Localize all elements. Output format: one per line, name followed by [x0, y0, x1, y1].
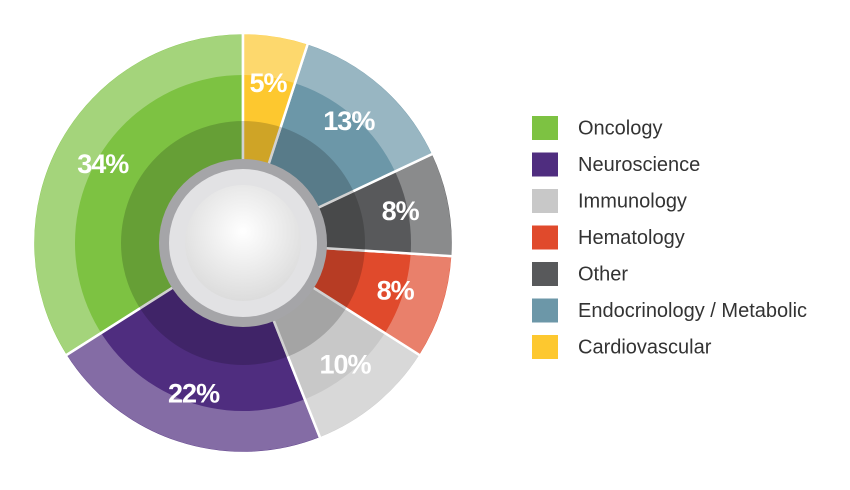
legend-label: Endocrinology / Metabolic [578, 300, 807, 322]
legend-swatch [532, 116, 558, 140]
value-label: 13% [323, 106, 375, 136]
value-label: 22% [168, 378, 220, 408]
legend-label: Cardiovascular [578, 336, 712, 358]
legend-swatch [532, 189, 558, 213]
legend-swatch [532, 225, 558, 250]
legend-label: Neuroscience [578, 154, 700, 176]
value-label: 5% [250, 68, 288, 98]
legend-label: Oncology [578, 117, 663, 139]
legend-swatch [532, 152, 558, 177]
legend-swatch [532, 262, 558, 286]
legend-swatch [532, 298, 558, 323]
legend-swatch [532, 335, 558, 359]
value-label: 10% [319, 349, 371, 379]
legend-label: Hematology [578, 227, 685, 249]
legend-label: Other [578, 263, 628, 285]
legend-label: Immunology [578, 190, 687, 212]
pie: 34% 22% 10% 8% 8% 13% 5% [31, 31, 455, 455]
value-label: 8% [382, 196, 420, 226]
hub [185, 185, 301, 301]
value-label: 34% [77, 149, 129, 179]
value-label: 8% [377, 276, 415, 306]
legend: Oncology Neuroscience Immunology Hematology… [532, 116, 807, 359]
